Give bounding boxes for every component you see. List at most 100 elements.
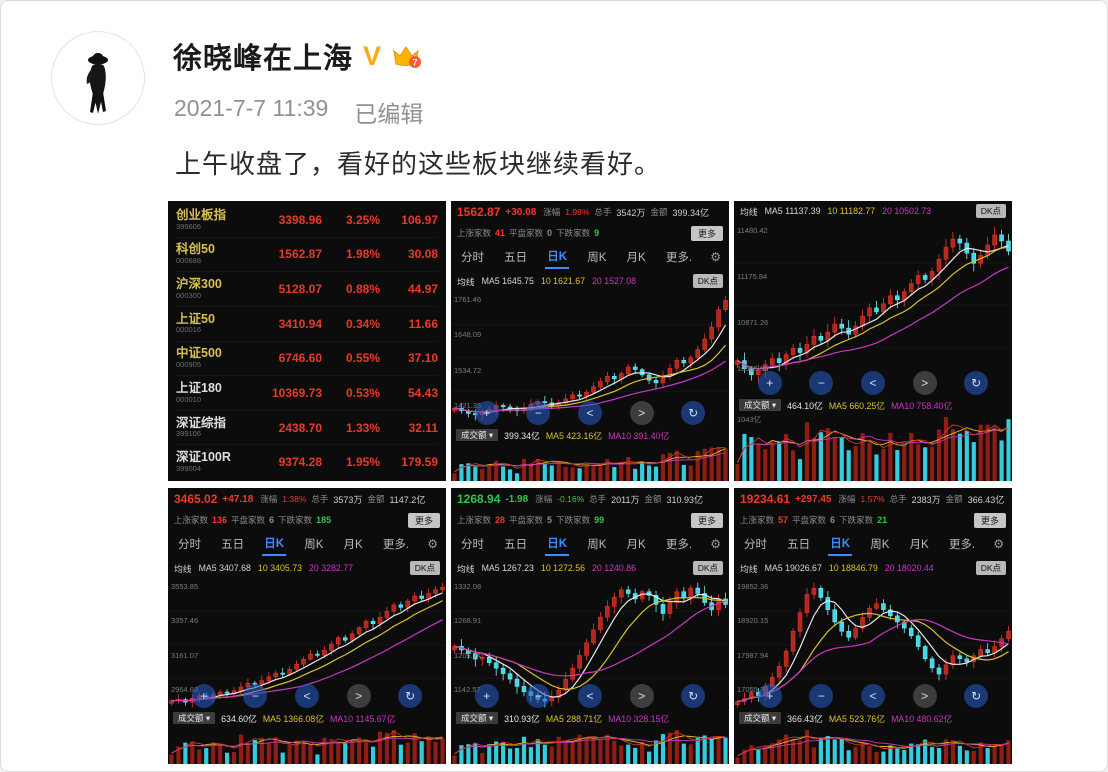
image-index-board[interactable]: 创业板指 399606 3398.96 3.25% 106.97 科创50 000688 15…: [168, 201, 446, 481]
flat-count-label: 平盘家数: [231, 515, 266, 525]
tab-daily-k: 日K: [545, 245, 570, 269]
tab-daily-k: 日K: [262, 532, 287, 556]
volume-axis-label: 1043亿: [737, 415, 762, 424]
settings-gear-icon: ⚙: [710, 537, 721, 551]
verified-v-icon: V: [363, 40, 382, 71]
index-name: 上证180: [176, 380, 222, 395]
pan-left-icon: <: [860, 684, 885, 708]
index-pct: 0.53%: [345, 385, 380, 400]
candlestick-chart: 1761.46 1648.09 1534.72 1421.35 + − < > ↻: [451, 291, 729, 427]
chart-nav-buttons: + − < > ↻: [451, 684, 729, 708]
y-axis-label: 1205.74: [454, 650, 482, 660]
y-axis-label: 10566.68: [737, 363, 769, 373]
caret-down-icon: ▾: [486, 430, 494, 440]
quote-pct: 1.57%: [860, 494, 885, 504]
index-pct: 1.95%: [345, 455, 380, 470]
table-row: 沪深300 000300 5128.07 0.88% 44.97: [176, 272, 438, 307]
y-axis-label: 3161.07: [171, 650, 199, 660]
pan-left-icon: <: [577, 684, 602, 708]
tab-period: 月K: [909, 539, 929, 551]
pan-left-icon: <: [294, 684, 319, 708]
ma-indicator-row: 均线 MA5 1267.23 10 1272.56 20 1240.86 DK点: [451, 558, 729, 578]
ma10-value: 10 1621.67: [540, 276, 585, 286]
candlestick-chart: 11480.42 11175.84 10871.26 10566.68 + − < > ↻: [734, 221, 1012, 397]
down-count: 99: [594, 515, 605, 525]
index-change: 106.97: [401, 212, 438, 227]
index-name-cell: 上证50 000016: [176, 312, 264, 335]
y-axis-label: 1421.35: [454, 401, 482, 411]
quote-pct: -0.16%: [557, 494, 585, 504]
ma5-value: MA5 1267.23: [481, 563, 534, 573]
vip-crown-icon: 7: [391, 43, 422, 69]
table-row: 中证500 000905 6746.60 0.55% 37.10: [176, 342, 438, 377]
ma5-value: MA5 1645.75: [481, 276, 534, 286]
pan-right-icon: >: [629, 401, 654, 425]
ma5-value: MA5 11137.39: [764, 206, 821, 216]
pct-label: 涨幅: [535, 494, 553, 504]
volume-header: 成交额 ▾ 310.93亿 MA5 288.71亿 MA10 328.15亿: [451, 710, 729, 726]
volume-type-dropdown: 成交额 ▾: [173, 712, 216, 724]
quote-header: 1562.87 +30.08 涨幅 1.98% 总手 3542万 金额 399.34亿: [451, 201, 729, 223]
index-name: 深证综指: [176, 415, 227, 430]
volume-pane: [451, 443, 729, 481]
dk-point-button: DK点: [409, 561, 440, 575]
image-kline-chart-5[interactable]: 19234.61 +297.45 涨幅 1.57% 总手 2383万 金额 366.43亿 上涨…: [734, 488, 1012, 764]
index-code: 000905: [176, 360, 202, 370]
y-axis-label: 1648.09: [454, 330, 482, 340]
down-count-label: 下跌家数: [556, 515, 591, 525]
quote-price: 1268.94: [457, 492, 501, 506]
caret-down-icon: ▾: [203, 713, 211, 723]
author-name[interactable]: 徐晓峰在上海: [173, 43, 354, 75]
volume-header: 成交额 ▾ 634.60亿 MA5 1366.08亿 MA10 1145.67亿: [168, 710, 446, 726]
pan-left-icon: <: [577, 401, 602, 425]
index-name-cell: 科创50 000688: [176, 243, 264, 265]
volume-type-dropdown: 成交额 ▾: [739, 399, 782, 411]
volume-ma5: MA5 1366.08亿: [262, 713, 324, 724]
index-code: 399004: [176, 463, 202, 473]
volume-ma10: MA10 1145.67亿: [330, 713, 396, 724]
tab-period: 分时: [461, 539, 484, 551]
avatar[interactable]: [51, 31, 145, 125]
index-change: 44.97: [407, 282, 438, 297]
tab-period: 月K: [626, 539, 646, 551]
index-name-cell: 中证500 000905: [176, 347, 264, 369]
volume-ma5: MA5 423.16亿: [545, 430, 603, 441]
y-axis-label: 17987.94: [737, 650, 769, 660]
tab-period: 月K: [626, 252, 646, 264]
pan-right-icon: >: [912, 371, 937, 395]
chart-nav-buttons: + − < > ↻: [734, 371, 1012, 395]
volume-type-dropdown: 成交额 ▾: [739, 712, 782, 724]
volume-value: 310.93亿: [504, 713, 540, 724]
quote-price: 3465.02: [174, 492, 218, 506]
settings-gear-icon: ⚙: [993, 537, 1004, 551]
zoom-in-icon: +: [474, 684, 499, 708]
breadth-row: 上涨家数 41 平盘家数 0 下跌家数 9 更多: [451, 223, 729, 243]
index-name-cell: 创业板指 399606: [176, 208, 264, 231]
media-grid: 创业板指 399606 3398.96 3.25% 106.97 科创50 000688 15…: [168, 201, 1012, 764]
volume-header: 成交额 ▾ 399.34亿 MA5 423.16亿 MA10 391.40亿: [451, 427, 729, 443]
chart-nav-buttons: + − < > ↻: [168, 684, 446, 708]
volume-type-dropdown: 成交额 ▾: [456, 429, 499, 441]
flat-count: 0: [547, 228, 553, 238]
image-kline-chart-4[interactable]: 1268.94 -1.98 涨幅 -0.16% 总手 2011万 金额 310.93亿 上涨家数…: [451, 488, 729, 764]
index-change: 179.59: [401, 455, 438, 470]
index-name: 深证100R: [176, 450, 231, 465]
quote-change: +30.08: [505, 206, 537, 218]
image-kline-chart-3[interactable]: 3465.02 +47.18 涨幅 1.38% 总手 3573万 金额 1147.2亿 上涨家数…: [168, 488, 446, 764]
post-timestamp[interactable]: 2021-7-7 11:39: [174, 95, 329, 121]
index-value: 9374.28: [278, 455, 322, 470]
index-value: 6746.60: [278, 351, 322, 366]
dk-point-button: DK点: [692, 561, 723, 575]
volume-ma10: MA10 391.40亿: [608, 430, 670, 441]
ma10-value: 10 1272.56: [540, 563, 585, 573]
post-content: 上午收盘了，看好的这些板块继续看好。: [175, 149, 662, 179]
image-kline-chart-1[interactable]: 1562.87 +30.08 涨幅 1.98% 总手 3542万 金额 399.34亿 上涨家数…: [451, 201, 729, 481]
zoom-out-icon: −: [526, 401, 551, 425]
ma5-value: MA5 3407.68: [198, 563, 251, 573]
volume-ma10: MA10 328.15亿: [608, 713, 670, 724]
index-value: 10369.73: [271, 385, 322, 400]
image-kline-chart-2[interactable]: 均线 MA5 11137.39 10 11182.77 20 10502.73 DK点 1…: [734, 201, 1012, 481]
flat-count: 6: [269, 515, 275, 525]
down-count: 185: [316, 515, 332, 525]
pan-right-icon: >: [346, 684, 371, 708]
